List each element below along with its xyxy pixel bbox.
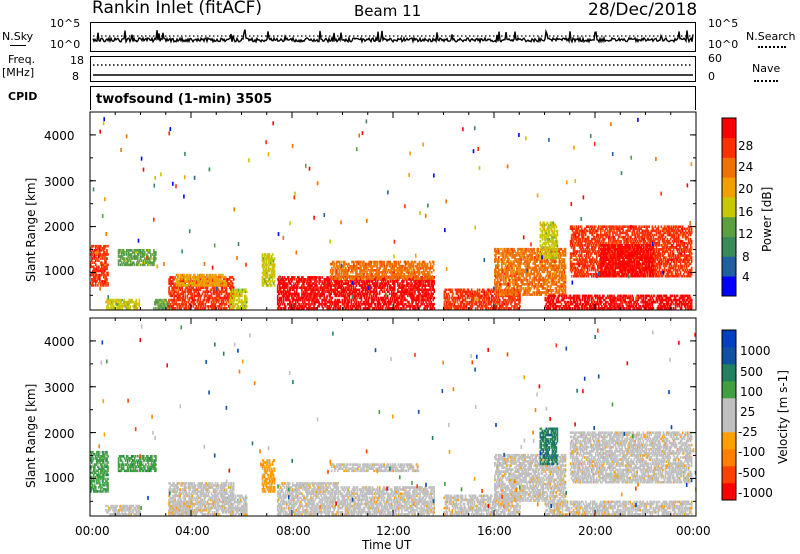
xtick-0400: 04:00 bbox=[175, 524, 210, 538]
colorbar-segment bbox=[722, 276, 736, 297]
power-ytick-4000: 4000 bbox=[44, 129, 75, 143]
xtick-1600: 16:00 bbox=[477, 524, 512, 538]
nave-tick-top: 60 bbox=[708, 52, 722, 65]
colorbar-segment bbox=[722, 197, 736, 218]
data-region bbox=[105, 504, 142, 516]
colorbar-segment bbox=[722, 483, 736, 501]
colorbar-segment bbox=[722, 432, 736, 450]
power-cb-tick-28: 28 bbox=[738, 139, 753, 153]
data-region bbox=[261, 253, 276, 287]
velocity-cb-tick-100: 100 bbox=[740, 385, 763, 399]
cpid-label: CPID bbox=[8, 90, 37, 103]
freq-label: Freq. bbox=[8, 53, 35, 66]
cpid-panel bbox=[90, 86, 696, 110]
power-cb-tick-12: 12 bbox=[738, 227, 753, 241]
colorbar-segment bbox=[722, 177, 736, 198]
power-cb-tick-24: 24 bbox=[738, 160, 753, 174]
station-title: Rankin Inlet (fitACF) bbox=[92, 0, 262, 18]
colorbar-segment bbox=[722, 330, 736, 348]
freq-panel bbox=[90, 56, 696, 82]
nave-dotted-line bbox=[754, 80, 778, 82]
colorbar-segment bbox=[722, 364, 736, 382]
nsearch-dotted-line bbox=[758, 46, 786, 48]
velocity-ytick-3000: 3000 bbox=[44, 381, 75, 395]
colorbar-segment bbox=[722, 137, 736, 158]
xtick-0800: 08:00 bbox=[276, 524, 311, 538]
xtick-2000: 20:00 bbox=[578, 524, 613, 538]
power-cb-tick-20: 20 bbox=[738, 182, 753, 196]
colorbar-segment bbox=[722, 256, 736, 277]
xtick-0000-end: 00:00 bbox=[676, 524, 711, 538]
freq-tick-bottom: 8 bbox=[72, 70, 79, 83]
power-cb-tick-8: 8 bbox=[742, 250, 750, 264]
nsky-underline bbox=[10, 45, 26, 46]
power-ytick-2000: 2000 bbox=[44, 220, 75, 234]
beam-title: Beam 11 bbox=[354, 2, 421, 20]
xtick-0000-start: 00:00 bbox=[75, 524, 110, 538]
colorbar-segment bbox=[722, 449, 736, 467]
power-ytick-3000: 3000 bbox=[44, 175, 75, 189]
freq-tick-top: 18 bbox=[70, 54, 84, 67]
nsky-tick-top: 10^5 bbox=[50, 17, 80, 30]
xaxis-label: Time UT bbox=[362, 538, 411, 552]
cpid-text: twofsound (1-min) 3505 bbox=[96, 92, 272, 107]
colorbar-segment bbox=[722, 381, 736, 399]
velocity-cb-tick-500: 500 bbox=[740, 365, 763, 379]
nsearch-label: N.Search bbox=[746, 30, 796, 43]
velocity-ytick-4000: 4000 bbox=[44, 335, 75, 349]
velocity-cb-tick-25: 25 bbox=[740, 405, 755, 419]
nsearch-tick-top: 10^5 bbox=[708, 17, 738, 30]
velocity-cb-tick-1000: 1000 bbox=[740, 344, 771, 358]
date-title: 28/Dec/2018 bbox=[588, 0, 697, 20]
velocity-ytick-2000: 2000 bbox=[44, 427, 75, 441]
colorbar-segment bbox=[722, 398, 736, 416]
colorbar-segment bbox=[722, 236, 736, 257]
nave-tick-bottom: 0 bbox=[708, 70, 715, 83]
colorbar-segment bbox=[722, 466, 736, 484]
colorbar-segment bbox=[722, 118, 736, 139]
data-region bbox=[117, 455, 157, 473]
nsky-label: N.Sky bbox=[2, 30, 33, 43]
nave-label: Nave bbox=[752, 62, 780, 75]
power-cb-tick-4: 4 bbox=[742, 270, 750, 284]
nsky-tick-bottom: 10^0 bbox=[50, 38, 80, 51]
power-ytick-1000: 1000 bbox=[44, 264, 75, 278]
xtick-1200: 12:00 bbox=[376, 524, 411, 538]
velocity-ytick-1000: 1000 bbox=[44, 471, 75, 485]
freq-unit: [MHz] bbox=[2, 66, 34, 79]
colorbar-segment bbox=[722, 415, 736, 433]
colorbar-segment bbox=[722, 157, 736, 178]
velocity-cb-tick-neg25: -25 bbox=[738, 425, 758, 439]
nsky-panel bbox=[90, 22, 696, 52]
power-cb-tick-16: 16 bbox=[738, 205, 753, 219]
colorbar-segment bbox=[722, 216, 736, 237]
nsearch-tick-bottom: 10^0 bbox=[708, 38, 738, 51]
colorbar-segment bbox=[722, 347, 736, 365]
